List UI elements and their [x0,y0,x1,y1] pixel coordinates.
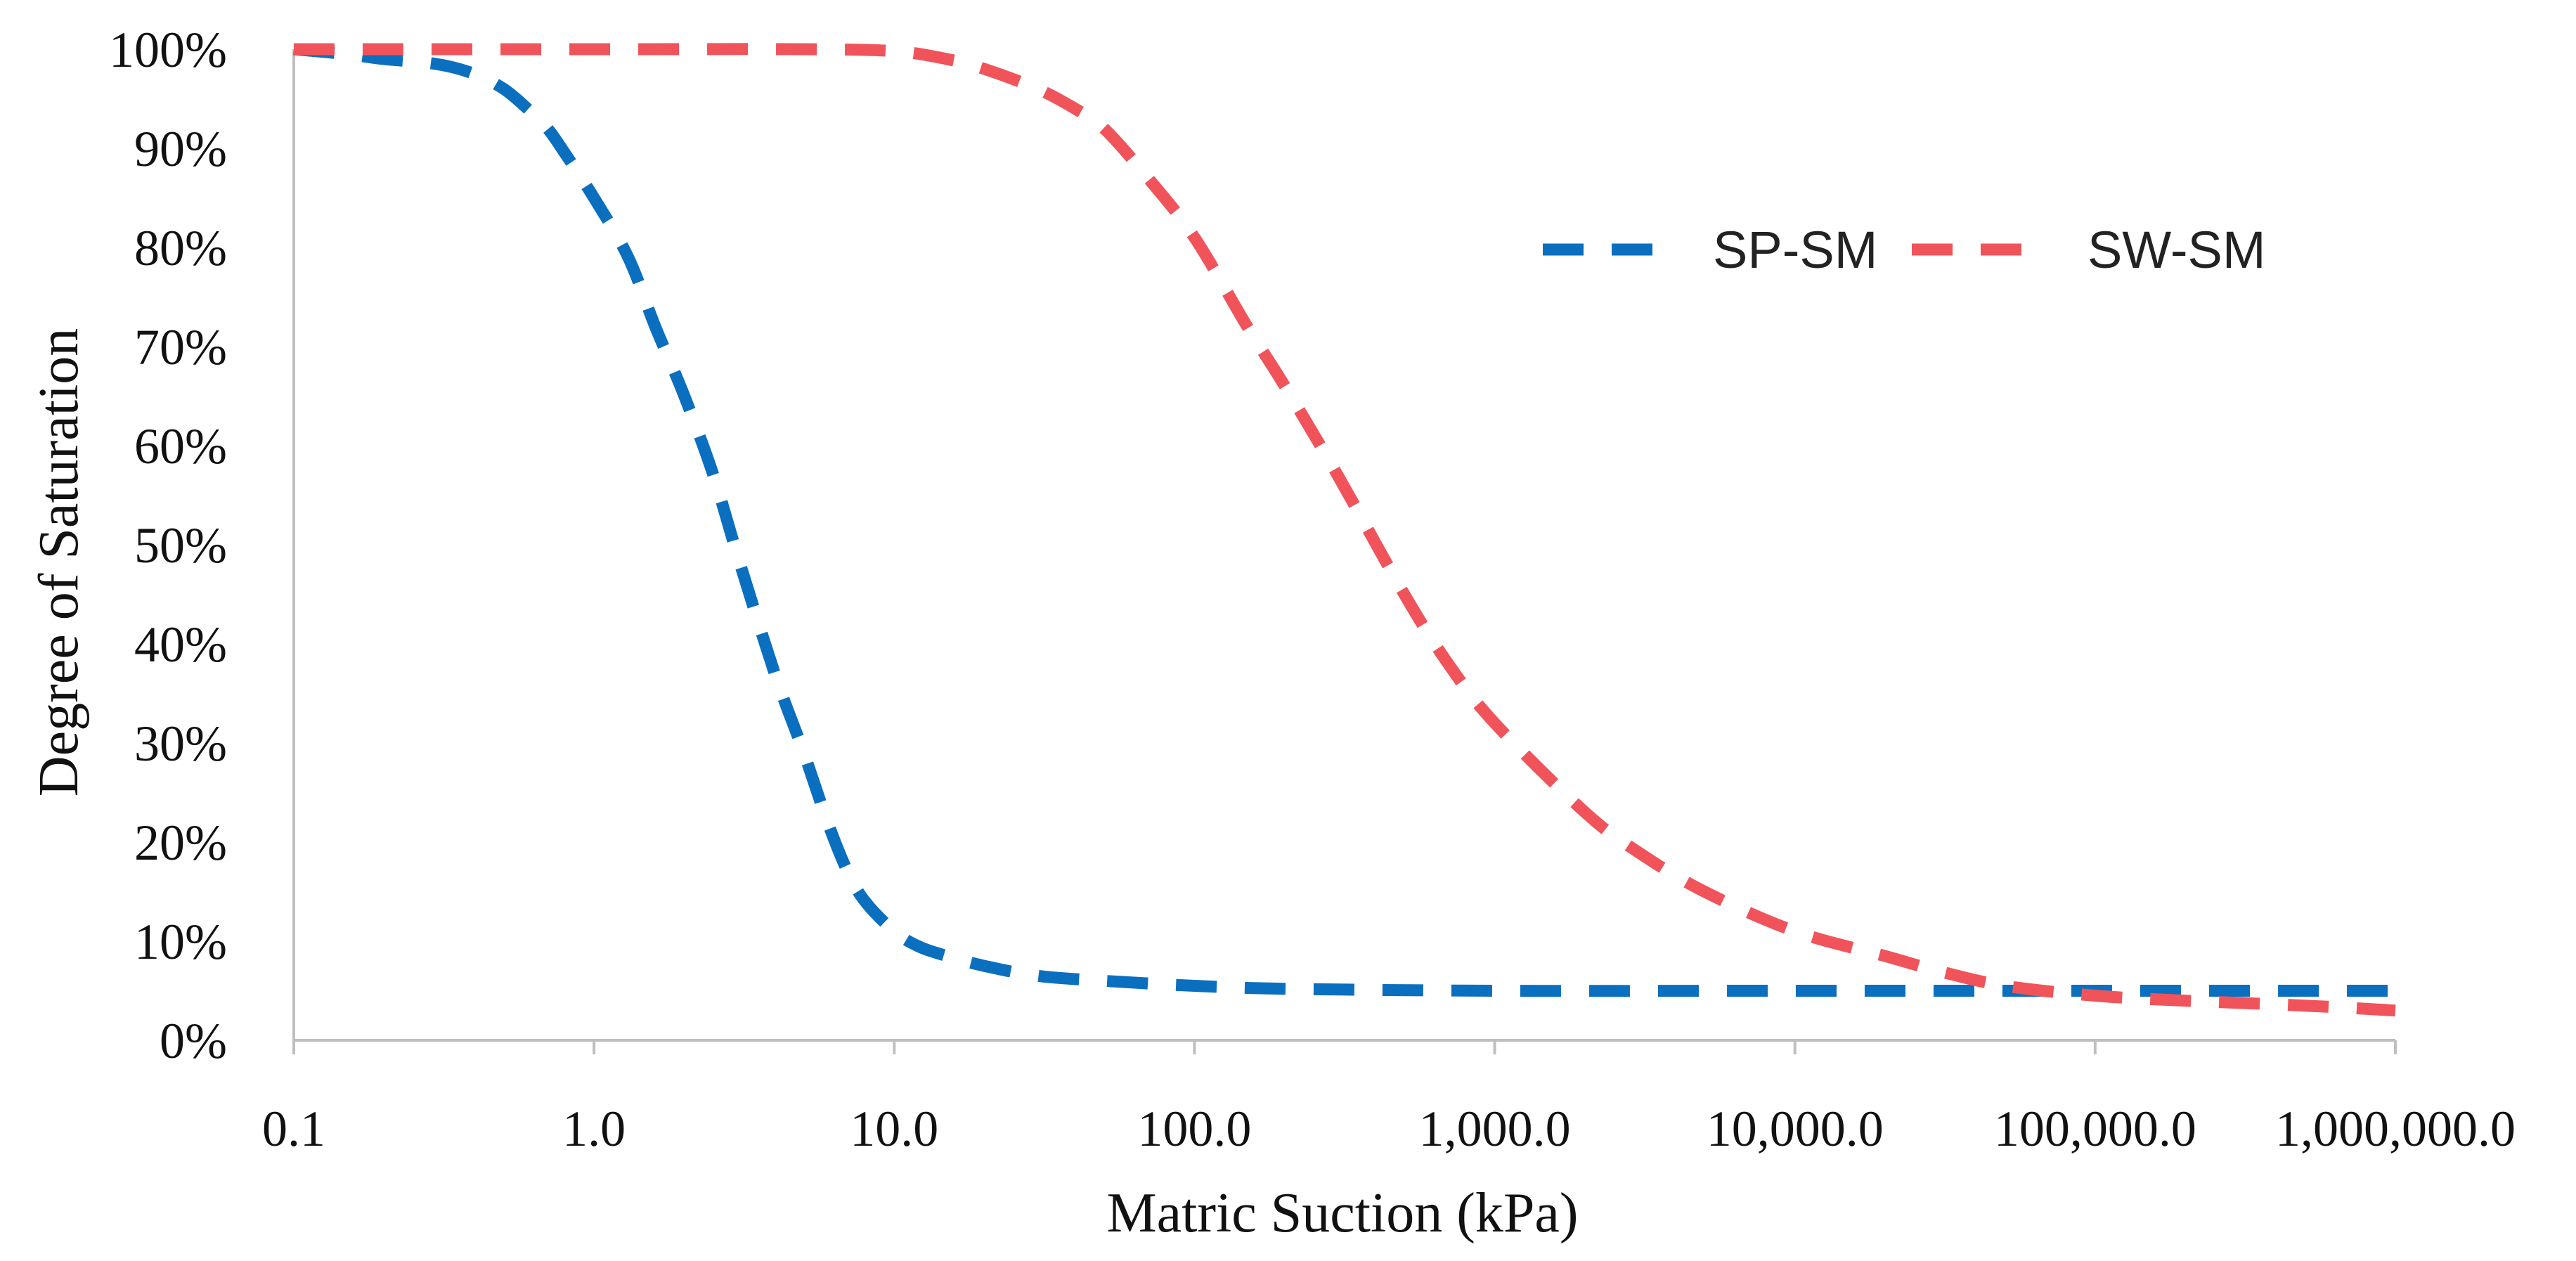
y-tick-label: 80% [134,220,227,276]
y-tick-label: 60% [134,418,227,474]
series-line-sw-sm [294,43,2396,1017]
x-tick-label: 10.0 [850,1101,938,1157]
x-tick-label: 1,000.0 [1419,1101,1571,1157]
legend-label-sw-sm: SW-SM [2088,221,2266,279]
series-line-sp-sm [293,43,2395,997]
y-tick-label: 10% [134,914,227,970]
x-tick-label: 0.1 [262,1101,325,1157]
y-tick-label: 20% [134,815,227,871]
axes: 0.1 1.0 10.0 100.0 1,000.0 10,000.0 100,000.0 1… [109,22,2516,1157]
x-tick-label: 100,000.0 [1994,1101,2196,1157]
y-tick-label: 40% [134,616,227,673]
legend: SP-SM SW-SM [1543,221,2266,279]
y-tick-label: 0% [160,1013,227,1069]
x-tick-label: 1,000,000.0 [2275,1101,2516,1157]
x-axis-title: Matric Suction (kPa) [1107,1182,1579,1244]
x-tick-label: 1.0 [562,1101,626,1157]
y-tick-label: 90% [134,121,227,177]
y-tick-label: 70% [134,319,227,375]
legend-label-sp-sm: SP-SM [1713,221,1877,279]
y-axis-title: Degree of Saturation [28,328,90,796]
y-tick-label: 50% [134,517,227,574]
series-lines [293,43,2396,1017]
x-tick-label: 10,000.0 [1707,1101,1884,1157]
x-tick-label: 100.0 [1137,1101,1251,1157]
y-tick-label: 100% [109,22,227,78]
y-tick-label: 30% [134,716,227,772]
